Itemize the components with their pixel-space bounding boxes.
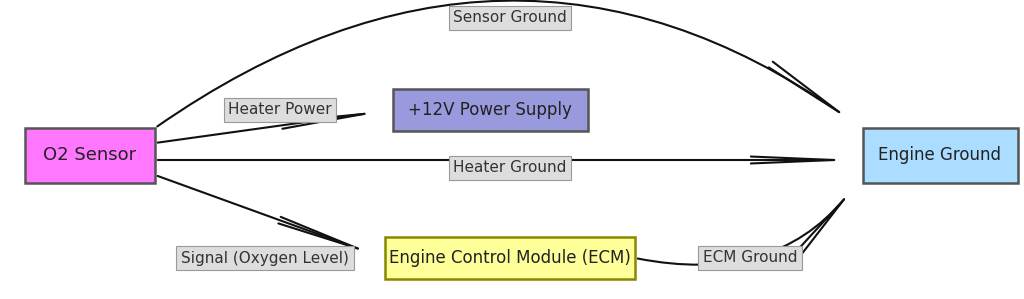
Text: Heater Ground: Heater Ground [454, 161, 566, 176]
Text: Engine Control Module (ECM): Engine Control Module (ECM) [389, 249, 631, 267]
FancyBboxPatch shape [25, 127, 155, 182]
Text: Signal (Oxygen Level): Signal (Oxygen Level) [181, 251, 349, 266]
Text: +12V Power Supply: +12V Power Supply [408, 101, 572, 119]
Text: Engine Ground: Engine Ground [879, 146, 1001, 164]
FancyBboxPatch shape [862, 127, 1018, 182]
Text: O2 Sensor: O2 Sensor [43, 146, 136, 164]
Text: Sensor Ground: Sensor Ground [454, 10, 567, 25]
FancyBboxPatch shape [385, 237, 635, 279]
FancyBboxPatch shape [392, 89, 588, 131]
Text: Heater Power: Heater Power [228, 103, 332, 118]
Text: ECM Ground: ECM Ground [702, 251, 798, 266]
